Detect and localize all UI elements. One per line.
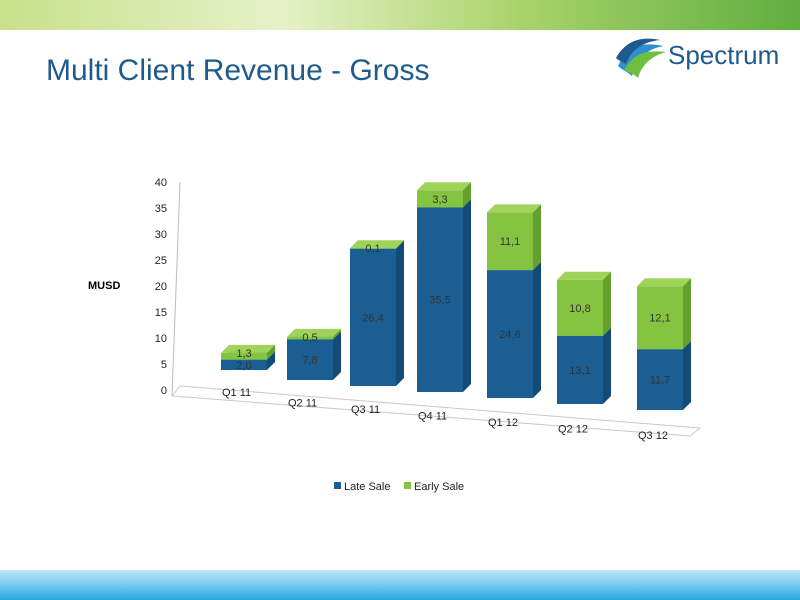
- data-label-early-sale: 11,1: [500, 236, 521, 248]
- bar-late-sale-front: [221, 359, 267, 370]
- data-label-early-sale: 0,5: [302, 332, 317, 344]
- data-label-early-sale: 0,1: [365, 243, 380, 255]
- bar-late-sale-side: [463, 199, 471, 392]
- y-tick-label: 15: [155, 307, 167, 319]
- bar-early-sale: [350, 240, 404, 249]
- data-label-late-sale: 2,0: [236, 360, 251, 372]
- chart-legend: Late Sale Early Sale: [334, 481, 464, 493]
- bar-late-sale-front: [487, 270, 533, 398]
- data-label-early-sale: 10,8: [569, 303, 590, 315]
- bar-late-sale-side: [683, 341, 691, 410]
- y-tick-label: 20: [155, 281, 167, 293]
- data-label-late-sale: 11,7: [650, 375, 671, 387]
- y-tick-label: 10: [155, 333, 167, 345]
- data-label-late-sale: 26,4: [362, 312, 383, 324]
- x-category-label: Q1 11: [222, 387, 251, 399]
- bar-early-sale-front: [487, 212, 533, 271]
- bar-early-sale-front: [221, 352, 267, 360]
- bar-late-sale-side: [603, 327, 611, 404]
- bar-early-sale: [417, 182, 471, 208]
- x-category-label: Q1 12: [488, 417, 518, 429]
- y-tick-label: 5: [161, 359, 167, 371]
- chart-floor: [171, 385, 702, 437]
- bar-early-sale-top: [557, 271, 611, 280]
- bar-late-sale: [417, 199, 471, 392]
- bar-early-sale-front: [557, 279, 603, 336]
- data-label-late-sale: 35,5: [429, 295, 450, 307]
- data-label-late-sale: 24,6: [499, 329, 520, 341]
- bar-late-sale-side: [396, 240, 404, 386]
- bar-early-sale: [557, 271, 611, 336]
- bar-late-sale-front: [417, 207, 463, 392]
- data-label-early-sale: 1,3: [236, 348, 251, 360]
- bar-late-sale-side: [267, 351, 275, 370]
- data-label-late-sale: 7,8: [302, 355, 317, 367]
- bar-early-sale-side: [333, 328, 341, 340]
- bar-early-sale-side: [603, 271, 611, 336]
- bar-early-sale-top: [417, 182, 471, 191]
- bar-early-sale-front: [417, 190, 463, 208]
- bar-early-sale-side: [533, 204, 541, 271]
- legend-swatch-late-sale: [334, 482, 341, 489]
- y-tick-label: 35: [155, 203, 167, 215]
- bar-early-sale: [487, 204, 541, 271]
- spectrum-logo: Spectrum: [614, 36, 784, 82]
- legend-swatch-early-sale: [404, 482, 411, 489]
- x-category-label: Q2 11: [288, 398, 317, 410]
- legend-label-late-sale: Late Sale: [344, 481, 390, 493]
- logo-text: Spectrum: [668, 40, 780, 70]
- stacked-bar-chart: 0 5 10 15 20 25 30 35 40 MUSD 2,01,3 Q1 11 7,8 0,5 Q2…: [88, 177, 702, 493]
- data-label-early-sale: 3,3: [432, 194, 447, 206]
- bar-early-sale-side: [463, 182, 471, 208]
- y-tick-label: 25: [155, 255, 167, 267]
- bar-late-sale-front: [637, 349, 683, 410]
- bar-early-sale-front: [287, 336, 333, 340]
- x-category-label: Q4 11: [418, 411, 447, 423]
- bar-early-sale-top: [637, 278, 691, 287]
- chart-bars: [221, 182, 691, 410]
- y-axis-label: MUSD: [88, 280, 120, 292]
- y-tick-label: 0: [161, 385, 167, 397]
- top-decorative-band: [0, 0, 800, 30]
- bar-early-sale-top: [350, 240, 404, 249]
- bar-late-sale-side: [533, 262, 541, 398]
- bar-early-sale-side: [267, 344, 275, 360]
- bar-early-sale: [287, 328, 341, 340]
- bar-early-sale: [637, 278, 691, 350]
- bar-early-sale-top: [221, 344, 275, 353]
- bar-early-sale-front: [350, 248, 396, 249]
- chart-axes: 0 5 10 15 20 25 30 35 40 MUSD: [88, 177, 702, 437]
- y-axis-line: [171, 181, 181, 397]
- bar-early-sale-side: [396, 240, 404, 249]
- bar-early-sale-top: [287, 328, 341, 337]
- spectrum-wave-icon: [616, 38, 666, 78]
- data-label-early-sale: 12,1: [649, 313, 670, 325]
- bar-late-sale-front: [350, 248, 396, 386]
- legend-label-early-sale: Early Sale: [414, 481, 464, 493]
- bar-early-sale-top: [487, 204, 541, 213]
- x-category-label: Q3 12: [638, 430, 668, 442]
- y-tick-label: 40: [155, 177, 167, 189]
- x-category-label: Q3 11: [351, 404, 380, 416]
- bottom-decorative-band: [0, 570, 800, 600]
- x-category-label: Q2 12: [558, 424, 588, 436]
- page-title: Multi Client Revenue - Gross: [46, 54, 430, 87]
- bar-late-sale-front: [287, 339, 333, 380]
- data-label-late-sale: 13,1: [569, 365, 590, 377]
- bar-late-sale-side: [333, 331, 341, 380]
- y-tick-label: 30: [155, 229, 167, 241]
- bar-early-sale-side: [683, 278, 691, 350]
- chart-labels: 2,01,3 Q1 11 7,8 0,5 Q2 11 26,4 0,1 Q3 11 35,5 3,…: [222, 194, 671, 442]
- bar-late-sale-front: [557, 335, 603, 404]
- bar-early-sale: [221, 344, 275, 360]
- bar-early-sale-front: [637, 286, 683, 350]
